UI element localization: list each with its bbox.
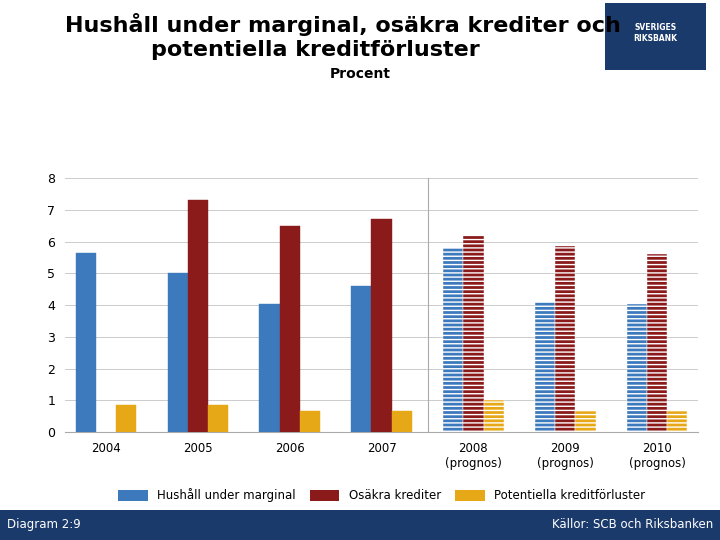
Bar [168,273,188,432]
Text: potentiella kreditförluster: potentiella kreditförluster [151,40,480,60]
Bar [300,411,320,432]
Bar [535,302,555,432]
Bar [392,411,412,432]
Bar [76,253,96,432]
Bar [647,254,667,432]
Text: Procent: Procent [330,68,390,82]
Bar [279,226,300,432]
Bar [575,411,595,432]
Bar [208,405,228,432]
Bar [259,303,279,432]
Bar [372,219,392,432]
Bar [667,411,688,432]
Text: Källor: SCB och Riksbanken: Källor: SCB och Riksbanken [552,518,713,531]
Text: Diagram 2:9: Diagram 2:9 [7,518,81,531]
Text: SVERIGES
RIKSBANK: SVERIGES RIKSBANK [633,23,678,44]
Bar [484,400,504,432]
Bar [188,200,208,432]
Bar [627,303,647,432]
Bar [351,286,372,432]
Text: Hushåll under marginal, osäkra krediter och: Hushåll under marginal, osäkra krediter … [65,14,621,37]
Bar [443,248,464,432]
Bar [555,246,575,432]
Bar [116,405,136,432]
Legend: Hushåll under marginal, Osäkra krediter, Potentiella kreditförluster: Hushåll under marginal, Osäkra krediter,… [113,484,650,507]
Bar [464,235,484,432]
